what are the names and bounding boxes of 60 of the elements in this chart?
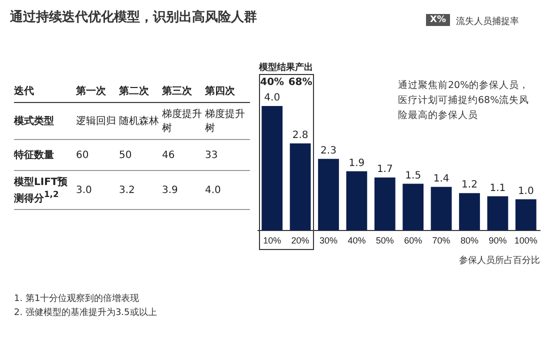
text: 1. 第1十分位观察到的倍增表现	[14, 292, 140, 305]
bar	[515, 199, 536, 230]
data-label: 4.0	[264, 92, 280, 104]
data-label: 1.0	[518, 186, 534, 197]
text: 通过持续迭代优化模型，识别出高风险人群	[10, 8, 257, 26]
bar	[374, 178, 396, 230]
bar	[430, 186, 452, 230]
x-tick-label: 90%	[488, 235, 507, 246]
text: 第一次	[76, 84, 107, 98]
text: 4.0	[205, 184, 222, 196]
text: 46	[162, 150, 176, 160]
text: 3.2	[119, 184, 136, 196]
data-label: 1.4	[433, 173, 450, 184]
x-tick-label: 10%	[263, 235, 282, 246]
data-label: 1.5	[405, 170, 422, 182]
text: 2. 强健模型的基准提升为3.5或以上	[14, 306, 157, 319]
data-label: 1.2	[462, 180, 478, 191]
x-tick-label: 40%	[348, 235, 366, 246]
data-label: 1.1	[490, 182, 506, 194]
text: 第二次	[119, 84, 150, 98]
text: 3.0	[76, 184, 93, 196]
text: 特征数量	[14, 148, 55, 162]
text: 模式类型	[14, 114, 55, 128]
text: 第三次	[162, 84, 193, 98]
text: X%	[426, 14, 450, 26]
text: 逻辑回归	[76, 114, 117, 128]
text: 梯度提升树	[205, 108, 246, 135]
bar	[459, 193, 480, 230]
bar	[487, 196, 508, 230]
annotation: 通过聚焦前20%的参保人员，医疗计划可捕捉约68%流失风险最高的参保人员	[398, 79, 530, 123]
text: 50	[119, 150, 133, 160]
x-tick-label: 70%	[432, 235, 450, 246]
bar	[262, 106, 283, 230]
data-label: 1.9	[348, 158, 365, 169]
text: 梯度提升树	[162, 108, 203, 135]
data-label: 2.3	[320, 145, 336, 156]
x-tick-label: 80%	[460, 235, 479, 246]
x-axis-title: 参保人员所占百分比	[459, 255, 540, 266]
text: 流失人员捕捉率	[456, 16, 519, 28]
x-tick-label: 50%	[376, 235, 394, 246]
text: 迭代	[14, 84, 35, 98]
text: 60	[76, 150, 90, 160]
bar	[318, 158, 339, 230]
bar	[346, 171, 368, 230]
text: 68%	[288, 77, 312, 88]
text: 模型LIFT预测得分$^{1,2}$	[14, 176, 69, 206]
text: 3.9	[162, 184, 179, 196]
text: 模型结果产出	[258, 61, 314, 74]
text: 33	[205, 150, 219, 160]
x-tick-label: 100%	[514, 235, 538, 246]
text: 随机森林	[119, 114, 160, 128]
bar	[290, 143, 311, 230]
text: 40%	[260, 77, 284, 88]
x-tick-label: 60%	[404, 235, 422, 246]
text: 第四次	[205, 84, 236, 98]
bar	[402, 184, 424, 230]
x-tick-label: 30%	[319, 235, 338, 246]
x-tick-label: 20%	[291, 235, 310, 246]
data-label: 2.8	[292, 130, 308, 141]
data-label: 1.7	[376, 164, 393, 176]
